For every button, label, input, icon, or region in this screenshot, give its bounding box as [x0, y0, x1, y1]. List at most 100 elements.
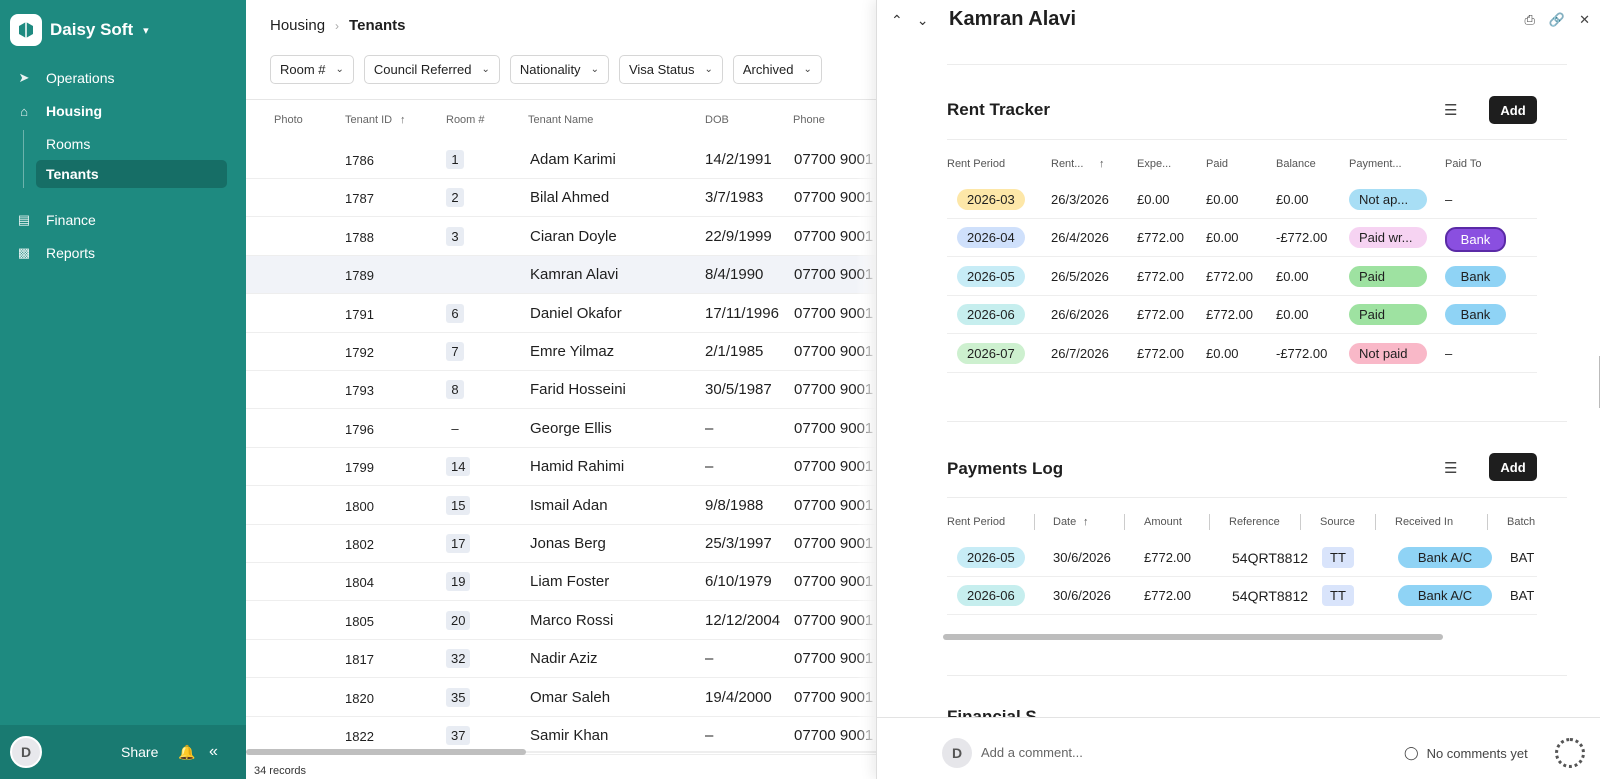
- filter-nationality[interactable]: Nationality ⌄: [509, 55, 609, 84]
- table-row[interactable]: 1786 1 Adam Karimi 14/2/1991 07700 9001: [246, 141, 876, 179]
- room-number-cell: 6: [446, 303, 464, 323]
- phone-cell: 07700 9001: [794, 727, 874, 744]
- table-row[interactable]: 1787 2 Bilal Ahmed 3/7/1983 07700 9001: [246, 179, 876, 218]
- rent-tracker-row[interactable]: 2026-06 26/6/2026 £772.00 £772.00 £0.00 Paid B…: [947, 296, 1537, 335]
- table-row[interactable]: 1796 – George Ellis – 07700 9001: [246, 410, 876, 448]
- tenant-id-cell: 1817: [345, 652, 374, 668]
- received-in-tag: Bank A/C: [1398, 585, 1492, 607]
- col-rent-date[interactable]: Rent...: [1051, 158, 1084, 170]
- breadcrumb-tenants: Tenants: [349, 17, 406, 34]
- col-tenant-name[interactable]: Tenant Name: [528, 114, 594, 126]
- nav-housing[interactable]: ⌂ Housing: [16, 97, 226, 125]
- rent-period-tag: 2026-05: [957, 547, 1025, 568]
- horizontal-scrollbar[interactable]: [246, 749, 526, 755]
- room-number-cell: 17: [446, 534, 471, 553]
- col-amount[interactable]: Amount: [1144, 516, 1182, 528]
- col-phone[interactable]: Phone: [793, 114, 825, 126]
- dob-cell: –: [705, 650, 714, 668]
- rent-tracker-row[interactable]: 2026-07 26/7/2026 £772.00 £0.00 -£772.00 Not …: [947, 335, 1537, 373]
- table-row[interactable]: 1802 17 Jonas Berg 25/3/1997 07700 9001: [246, 525, 876, 563]
- source-tag: TT: [1322, 585, 1354, 607]
- col-photo[interactable]: Photo: [274, 114, 303, 126]
- table-row[interactable]: 1800 15 Ismail Adan 9/8/1988 07700 9001: [246, 487, 876, 525]
- user-avatar[interactable]: D: [10, 736, 42, 768]
- tenant-id-cell: 1822: [345, 729, 374, 744]
- filter-label: Room #: [280, 62, 326, 77]
- col-expected[interactable]: Expe...: [1137, 158, 1172, 170]
- filter-visa-status[interactable]: Visa Status ⌄: [618, 55, 723, 84]
- nav-tenants[interactable]: Tenants: [36, 160, 227, 188]
- table-row[interactable]: 1805 20 Marco Rossi 12/12/2004 07700 9001: [246, 602, 876, 640]
- col-tenant-id[interactable]: Tenant ID: [345, 114, 393, 126]
- nav-finance[interactable]: ▤ Finance: [16, 206, 226, 234]
- bell-icon[interactable]: 🔔: [178, 743, 196, 760]
- nav-label: Reports: [46, 245, 96, 261]
- col-rent-period[interactable]: Rent Period: [947, 516, 1006, 528]
- workspace-switcher[interactable]: Daisy Soft ▾: [10, 14, 149, 46]
- nav-reports[interactable]: ▩ Reports: [16, 239, 226, 267]
- phone-cell: 07700 9001: [794, 343, 874, 360]
- filter-room[interactable]: Room # ⌄: [270, 55, 354, 84]
- table-row[interactable]: 1789 Kamran Alavi 8/4/1990 07700 9001: [246, 256, 876, 295]
- table-row[interactable]: 1804 19 Liam Foster 6/10/1979 07700 9001: [246, 563, 876, 602]
- payment-row[interactable]: 2026-05 30/6/2026 £772.00 54QRT8812 TT Bank A…: [947, 539, 1537, 577]
- tenant-name-cell: Farid Hosseini: [530, 381, 626, 399]
- payment-row[interactable]: 2026-06 30/6/2026 £772.00 54QRT8812 TT Bank A…: [947, 577, 1537, 616]
- filter-label: Archived: [742, 62, 794, 77]
- table-row[interactable]: 1792 7 Emre Yilmaz 2/1/1985 07700 9001: [246, 333, 876, 371]
- phone-cell: 07700 9001: [794, 381, 874, 399]
- col-rent-period[interactable]: Rent Period: [947, 158, 1006, 170]
- amount-cell: £772.00: [1144, 550, 1191, 565]
- dob-cell: 3/7/1983: [705, 189, 764, 207]
- table-row[interactable]: 1799 14 Hamid Rahimi – 07700 9001: [246, 448, 876, 487]
- col-payment-status[interactable]: Payment...: [1349, 158, 1402, 170]
- rent-tracker-add-button[interactable]: Add: [1489, 96, 1537, 124]
- field-settings-icon[interactable]: ☰: [1444, 460, 1458, 477]
- chevron-down-icon[interactable]: ⌄: [916, 12, 929, 28]
- table-row[interactable]: 1822 37 Samir Khan – 07700 9001: [246, 717, 876, 755]
- filter-council-referred[interactable]: Council Referred ⌄: [363, 55, 500, 84]
- table-row[interactable]: 1793 8 Farid Hosseini 30/5/1987 07700 9001: [246, 371, 876, 410]
- chevron-up-icon[interactable]: ⌃: [891, 12, 903, 28]
- rent-tracker-row[interactable]: 2026-05 26/5/2026 £772.00 £772.00 £0.00 Paid B…: [947, 258, 1537, 296]
- rent-tracker-row[interactable]: 2026-03 26/3/2026 £0.00 £0.00 £0.00 Not ap...…: [947, 181, 1537, 219]
- col-source[interactable]: Source: [1320, 516, 1355, 528]
- paid-to-tag: Bank: [1445, 304, 1506, 326]
- tenant-id-cell: 1802: [345, 537, 374, 552]
- payments-log-add-button[interactable]: Add: [1489, 453, 1537, 481]
- col-received-in[interactable]: Received In: [1395, 516, 1454, 528]
- bar-chart-icon: ▩: [17, 245, 31, 260]
- paid-to-cell: –: [1445, 192, 1453, 207]
- room-number-cell: 2: [446, 188, 464, 208]
- tenant-name-cell: Liam Foster: [530, 573, 610, 591]
- nav-operations[interactable]: ➤ Operations: [16, 64, 226, 92]
- nav-rooms[interactable]: Rooms: [36, 130, 227, 158]
- divider: [947, 139, 1567, 140]
- comment-input[interactable]: Add a comment...: [981, 745, 1083, 760]
- col-reference[interactable]: Reference: [1229, 516, 1280, 528]
- rent-date-cell: 26/7/2026: [1051, 345, 1109, 361]
- col-date[interactable]: Date: [1053, 516, 1077, 528]
- collapse-sidebar-icon[interactable]: «: [209, 743, 218, 760]
- col-room[interactable]: Room #: [446, 114, 485, 126]
- field-settings-icon[interactable]: ☰: [1444, 102, 1458, 119]
- filter-archived[interactable]: Archived ⌄: [732, 55, 822, 84]
- col-balance[interactable]: Balance: [1276, 158, 1316, 170]
- col-batch[interactable]: Batch: [1507, 516, 1536, 528]
- table-row[interactable]: 1791 6 Daniel Okafor 17/11/1996 07700 9001: [246, 295, 876, 333]
- phone-cell: 07700 9001: [794, 227, 874, 245]
- close-icon[interactable]: ✕: [1579, 12, 1590, 27]
- col-dob[interactable]: DOB: [705, 114, 729, 126]
- breadcrumb-housing[interactable]: Housing: [270, 17, 326, 34]
- col-paid[interactable]: Paid: [1206, 158, 1229, 170]
- table-row[interactable]: 1817 32 Nadir Aziz – 07700 9001: [246, 640, 876, 679]
- rent-tracker-row[interactable]: 2026-04 26/4/2026 £772.00 £0.00 -£772.00 Paid…: [947, 219, 1537, 258]
- link-icon[interactable]: 🔗: [1548, 12, 1566, 27]
- print-icon[interactable]: ⎙: [1524, 12, 1535, 27]
- table-row[interactable]: 1788 3 Ciaran Doyle 22/9/1999 07700 9001: [246, 218, 876, 256]
- table-row[interactable]: 1820 35 Omar Saleh 19/4/2000 07700 9001: [246, 679, 876, 717]
- share-button[interactable]: Share: [121, 744, 159, 760]
- col-paid-to[interactable]: Paid To: [1445, 158, 1482, 170]
- rent-period-tag: 2026-06: [957, 304, 1025, 326]
- payments-horizontal-scrollbar[interactable]: [943, 634, 1443, 640]
